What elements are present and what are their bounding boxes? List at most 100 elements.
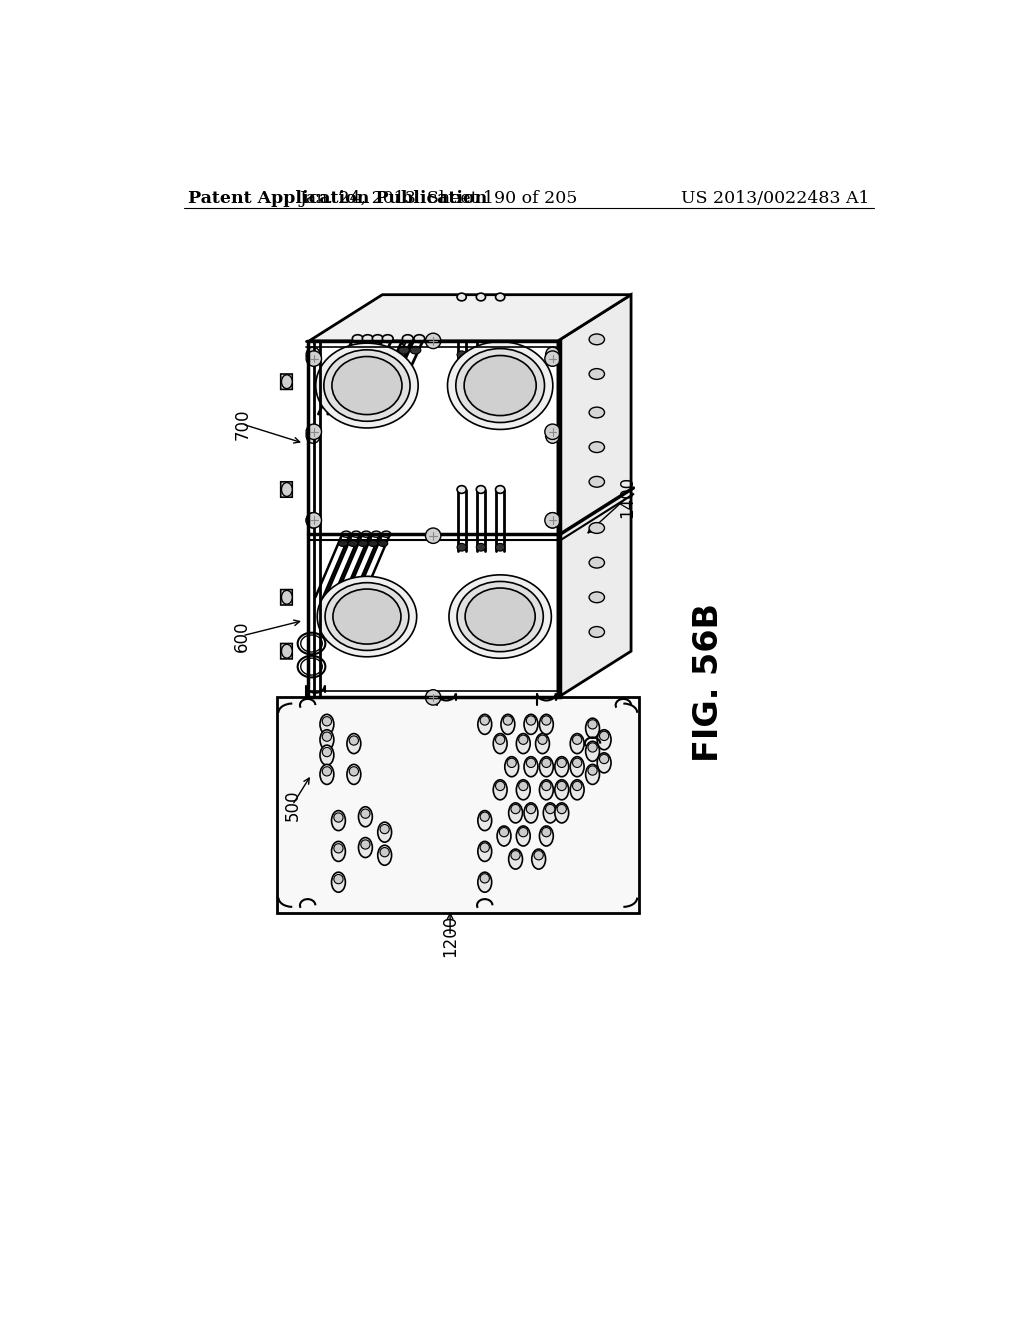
Ellipse shape — [589, 334, 604, 345]
Ellipse shape — [496, 735, 505, 744]
Ellipse shape — [282, 375, 292, 388]
Ellipse shape — [546, 347, 559, 363]
Ellipse shape — [332, 810, 345, 830]
Ellipse shape — [497, 826, 511, 846]
Ellipse shape — [526, 758, 536, 767]
Ellipse shape — [378, 845, 391, 866]
Ellipse shape — [347, 764, 360, 784]
Ellipse shape — [319, 764, 334, 784]
Polygon shape — [276, 697, 639, 913]
Ellipse shape — [334, 813, 343, 822]
Ellipse shape — [589, 627, 604, 638]
Ellipse shape — [589, 477, 604, 487]
Ellipse shape — [535, 850, 544, 859]
Ellipse shape — [425, 333, 441, 348]
Ellipse shape — [457, 486, 466, 494]
Ellipse shape — [572, 758, 582, 767]
Ellipse shape — [599, 755, 608, 763]
Text: 1200: 1200 — [441, 915, 459, 957]
Ellipse shape — [306, 428, 319, 444]
Ellipse shape — [348, 540, 357, 546]
Ellipse shape — [457, 293, 466, 301]
Ellipse shape — [378, 822, 391, 842]
Ellipse shape — [509, 849, 522, 869]
Ellipse shape — [323, 717, 332, 726]
Ellipse shape — [379, 540, 388, 546]
Ellipse shape — [589, 407, 604, 418]
Ellipse shape — [540, 714, 553, 734]
FancyBboxPatch shape — [281, 644, 292, 659]
Ellipse shape — [334, 843, 343, 853]
Ellipse shape — [588, 743, 597, 752]
Ellipse shape — [526, 715, 536, 725]
Ellipse shape — [589, 591, 604, 603]
FancyBboxPatch shape — [281, 590, 292, 605]
Ellipse shape — [379, 346, 389, 354]
Ellipse shape — [358, 540, 368, 546]
Ellipse shape — [342, 531, 351, 537]
Ellipse shape — [546, 428, 559, 444]
Ellipse shape — [478, 810, 492, 830]
Ellipse shape — [457, 351, 466, 359]
Ellipse shape — [414, 335, 425, 342]
Ellipse shape — [511, 850, 520, 859]
Ellipse shape — [511, 804, 520, 813]
Ellipse shape — [589, 523, 604, 533]
Ellipse shape — [496, 486, 505, 494]
Ellipse shape — [349, 737, 358, 744]
Ellipse shape — [555, 756, 568, 776]
Ellipse shape — [588, 719, 597, 729]
Ellipse shape — [496, 781, 505, 791]
Ellipse shape — [480, 874, 489, 883]
FancyBboxPatch shape — [281, 374, 292, 389]
Ellipse shape — [494, 780, 507, 800]
Ellipse shape — [410, 346, 421, 354]
Ellipse shape — [546, 804, 555, 813]
Text: 500: 500 — [284, 789, 301, 821]
Text: US 2013/0022483 A1: US 2013/0022483 A1 — [681, 190, 869, 207]
Ellipse shape — [542, 828, 551, 837]
Ellipse shape — [480, 843, 489, 853]
Ellipse shape — [380, 847, 389, 857]
Ellipse shape — [425, 689, 441, 705]
Ellipse shape — [332, 841, 345, 862]
Ellipse shape — [546, 512, 559, 528]
Ellipse shape — [358, 807, 373, 826]
Ellipse shape — [306, 512, 319, 528]
Ellipse shape — [500, 828, 509, 837]
Ellipse shape — [540, 826, 553, 846]
Ellipse shape — [496, 293, 505, 301]
Ellipse shape — [398, 346, 410, 354]
Text: 700: 700 — [233, 408, 251, 440]
Ellipse shape — [373, 335, 383, 342]
Ellipse shape — [339, 540, 348, 546]
Ellipse shape — [323, 747, 332, 756]
Ellipse shape — [516, 734, 530, 754]
Ellipse shape — [586, 718, 599, 738]
Ellipse shape — [572, 735, 582, 744]
Ellipse shape — [282, 644, 292, 659]
Polygon shape — [558, 294, 631, 697]
Ellipse shape — [557, 758, 566, 767]
Ellipse shape — [402, 335, 413, 342]
Ellipse shape — [545, 424, 560, 440]
Ellipse shape — [496, 351, 505, 359]
Ellipse shape — [540, 780, 553, 800]
Ellipse shape — [557, 781, 566, 791]
Ellipse shape — [360, 809, 370, 818]
Ellipse shape — [526, 804, 536, 813]
Ellipse shape — [503, 715, 512, 725]
Ellipse shape — [531, 849, 546, 869]
Ellipse shape — [306, 424, 322, 440]
Text: 600: 600 — [233, 620, 251, 652]
Ellipse shape — [589, 368, 604, 379]
Ellipse shape — [319, 730, 334, 750]
Ellipse shape — [586, 742, 599, 762]
Ellipse shape — [588, 766, 597, 775]
Ellipse shape — [369, 346, 379, 354]
Ellipse shape — [494, 734, 507, 754]
Ellipse shape — [509, 803, 522, 822]
Text: Jan. 24, 2013  Sheet 190 of 205: Jan. 24, 2013 Sheet 190 of 205 — [299, 190, 578, 207]
Ellipse shape — [555, 803, 568, 822]
Ellipse shape — [542, 758, 551, 767]
